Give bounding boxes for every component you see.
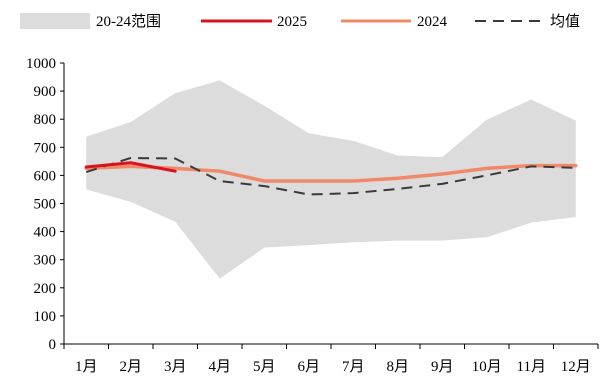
x-tick-label: 2月 [119,359,142,375]
series-line-2024 [84,163,578,183]
y-tick-label: 900 [34,84,57,100]
x-tick-label: 11月 [517,359,546,375]
legend-label-2025: 2025 [277,14,307,30]
x-tick-label: 1月 [75,359,98,375]
legend-label-2024: 2024 [417,14,448,30]
y-tick-label: 1000 [26,56,56,72]
x-tick-label: 8月 [386,359,409,375]
x-tick-label: 3月 [164,359,187,375]
legend-swatch-band [20,13,90,29]
x-tick-label: 10月 [472,359,502,375]
legend-item-mean: 均值 [475,13,580,30]
legend-item-2024: 2024 [341,14,448,30]
legend-item-band: 20-24范围 [20,13,161,30]
x-tick-label: 7月 [342,359,365,375]
y-tick-label: 200 [34,281,57,297]
x-tick-label: 9月 [431,359,454,375]
legend: 20-24范围 2025 2024 均值 [20,13,580,30]
x-tick-label: 4月 [208,359,231,375]
y-tick-label: 500 [34,197,57,213]
legend-label-mean: 均值 [550,13,580,30]
plot-area: 0 100 200 300 400 500 600 700 800 900 1000 1月 2月 3月 4月… [26,56,599,375]
series-line-2025 [84,161,177,173]
legend-label-band: 20-24范围 [96,13,161,30]
y-tick-label: 600 [34,168,57,184]
y-tick-label: 400 [34,225,57,241]
y-tick-label: 300 [34,253,57,269]
x-tick-label: 6月 [297,359,320,375]
y-tick-label: 100 [34,309,57,325]
x-tick-label: 5月 [253,359,276,375]
y-tick-label: 800 [34,112,57,128]
y-tick-label: 0 [49,337,57,353]
x-tick-label: 12月 [561,359,591,375]
y-tick-label: 700 [34,140,57,156]
series-line-mean [85,156,576,196]
legend-item-2025: 2025 [201,14,307,30]
